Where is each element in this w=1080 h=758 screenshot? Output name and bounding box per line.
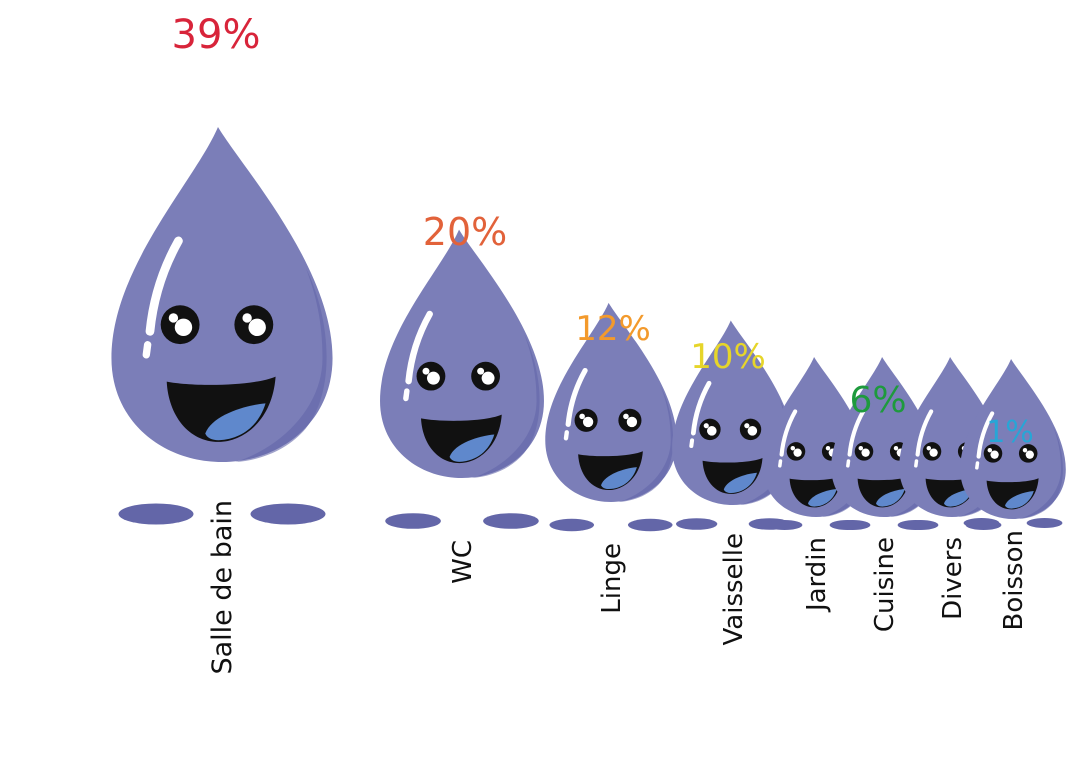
eye-shine-small [744, 423, 750, 429]
left-foot-6 [902, 519, 939, 531]
drop-shading [235, 267, 327, 462]
drop-body [672, 320, 794, 505]
left-foot-2 [549, 518, 595, 532]
drop-highlight [405, 310, 433, 385]
eye-shine [426, 371, 440, 385]
eye-shine-small [858, 445, 864, 451]
value-label-2: 12% [575, 309, 651, 349]
eye-shine-small [926, 445, 932, 451]
eye-shine [248, 318, 266, 337]
tongue [944, 489, 973, 507]
category-label-2: Linge [597, 543, 627, 614]
eye-shine-small [825, 445, 831, 451]
drop-highlight [690, 380, 712, 436]
drop-highlight [847, 409, 866, 457]
drop-shading [1019, 426, 1063, 519]
drop-body [545, 302, 677, 502]
eye-shine [706, 426, 717, 436]
left-foot-5 [834, 519, 871, 531]
eye-shine-small [579, 413, 585, 420]
value-label-3: 10% [690, 337, 766, 377]
eye-shine-small [168, 313, 179, 323]
eye-shine [929, 448, 938, 457]
tongue [1005, 491, 1034, 509]
eye-shine-small [242, 313, 252, 323]
drop-highlight-dot [778, 459, 783, 468]
tongue [876, 489, 905, 507]
left-foot-3 [676, 518, 718, 530]
drop-highlight-dot [563, 430, 569, 441]
drop-highlight-dot [975, 461, 980, 470]
water-drop-7 [960, 359, 1066, 519]
left-foot-1 [385, 513, 441, 529]
drop-body [380, 229, 544, 478]
right-foot-2 [627, 518, 673, 532]
eye-shine [990, 450, 999, 459]
category-label-7: Boisson [999, 530, 1029, 630]
drop-shading [471, 333, 540, 478]
value-label-1: 20% [423, 210, 507, 254]
drop-highlight [565, 367, 588, 427]
drop-shading [618, 386, 674, 502]
tongue [723, 472, 757, 494]
eye-shine-small [703, 423, 709, 429]
drop-highlight [915, 409, 934, 457]
value-label-0: 39% [172, 12, 261, 58]
right-foot-1 [483, 513, 539, 529]
drop-highlight [976, 411, 995, 459]
eye-shine [174, 318, 193, 337]
water-drop-1 [380, 229, 544, 478]
drop-highlight-dot [846, 459, 851, 468]
eye-shine [582, 416, 594, 428]
tongue [601, 467, 637, 490]
eye-shine-small [790, 445, 796, 451]
water-drop-2 [545, 302, 677, 502]
drop-body [960, 359, 1066, 519]
drop-body [111, 127, 333, 462]
drop-highlight-dot [914, 459, 919, 468]
drop-highlight-dot [403, 388, 410, 402]
eye-shine-small [987, 447, 993, 453]
eye-shine-small [477, 367, 485, 375]
drop-highlight [779, 409, 798, 457]
eye-shine-small [893, 445, 899, 451]
eye-shine [1025, 450, 1034, 459]
right-foot-7 [1026, 517, 1063, 529]
eye-shine-small [1022, 447, 1028, 453]
category-label-6: Divers [938, 537, 968, 620]
value-label-7: 1% [986, 415, 1034, 450]
drop-highlight-dot [689, 438, 695, 449]
value-label-5: 6% [849, 380, 906, 421]
eye-shine [626, 416, 638, 428]
right-foot-0 [250, 503, 326, 525]
left-foot-0 [118, 503, 194, 525]
tongue [205, 403, 266, 441]
water-drop-0 [111, 127, 333, 462]
eye-shine [481, 371, 495, 385]
category-label-5: Cuisine [870, 537, 900, 632]
left-foot-4 [766, 519, 803, 531]
category-label-4: Jardin [802, 537, 832, 613]
category-label-1: WC [448, 540, 478, 584]
eye-shine-small [422, 367, 430, 375]
eye-shine [747, 426, 758, 436]
eye-shine [793, 448, 802, 457]
tongue [449, 434, 495, 462]
tongue [808, 489, 837, 507]
category-label-3: Vaisselle [719, 533, 749, 645]
eye-shine [861, 448, 870, 457]
left-foot-7 [963, 517, 1000, 529]
drop-highlight [145, 236, 183, 336]
category-label-0: Salle de bain [207, 500, 238, 675]
drop-highlight-dot [142, 341, 152, 359]
eye-shine-small [623, 413, 629, 420]
